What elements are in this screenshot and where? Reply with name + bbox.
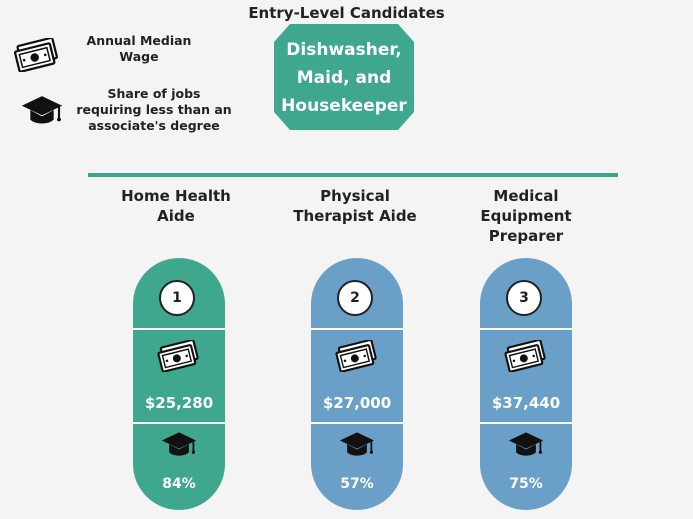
share-value: 75% [509,476,543,492]
divider [311,422,403,424]
cash-icon [503,340,549,372]
wage-value: $25,280 [144,394,214,412]
cash-icon [156,340,202,372]
source-occupation-shape [274,24,414,130]
cash-icon [12,38,62,72]
divider [133,422,225,424]
rank-badge: 1 [159,280,195,316]
graduation-cap-icon [20,94,64,128]
legend-degree-label: Share of jobs requiring less than an ass… [76,86,232,133]
share-value: 84% [162,476,196,492]
wage-value: $27,000 [322,394,392,412]
candidate-title-2: Physical Therapist Aide [293,187,417,225]
page-title: Entry-Level Candidates [248,4,445,22]
connector-line [88,173,618,177]
share-value: 57% [340,476,374,492]
divider [480,328,572,330]
candidate-title-3: Medical Equipment Preparer [480,187,572,245]
divider [311,328,403,330]
wage-value: $37,440 [491,394,561,412]
divider [133,328,225,330]
legend-wage-label: Annual Median Wage [86,33,192,64]
candidate-card-2: 2 $27,000 57% [311,258,403,510]
graduation-cap-icon [339,430,375,460]
candidate-card-1: 1 $25,280 84% [133,258,225,510]
graduation-cap-icon [508,430,544,460]
graduation-cap-icon [161,430,197,460]
candidate-title-1: Home Health Aide [121,187,231,225]
rank-badge: 2 [337,280,373,316]
divider [480,422,572,424]
candidate-card-3: 3 $37,440 75% [480,258,572,510]
source-occupation-label: Dishwasher, Maid, and Housekeeper [281,40,407,116]
rank-badge: 3 [506,280,542,316]
cash-icon [334,340,380,372]
